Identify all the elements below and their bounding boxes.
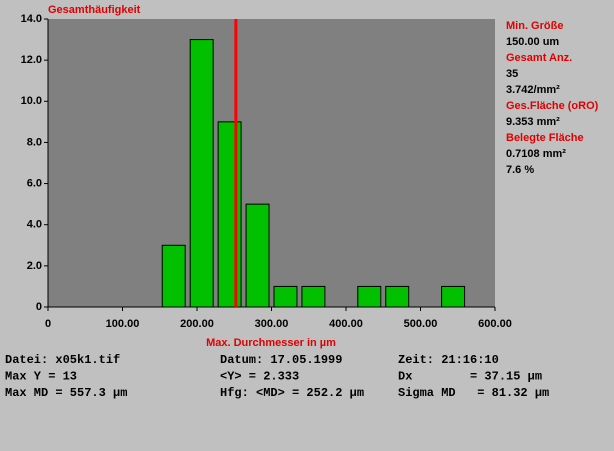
side-value: 150.00 um (506, 36, 559, 48)
x-tick-label: 100.00 (106, 318, 140, 330)
y-tick-label: 0 (36, 301, 42, 313)
bar (441, 285, 466, 308)
info-text: Dx = 37.15 µm (398, 370, 542, 384)
y-tick-label: 12.0 (21, 54, 42, 66)
side-value: 0.7108 mm² (506, 148, 566, 160)
x-tick-label: 200.00 (180, 318, 214, 330)
bar (357, 285, 382, 308)
y-tick-label: 6.0 (27, 177, 42, 189)
info-text: Datei: x05k1.tif (5, 353, 120, 367)
info-text: Max Y = 13 (5, 370, 77, 384)
info-text: Sigma MD = 81.32 µm (398, 386, 549, 400)
info-text: Max MD = 557.3 µm (5, 386, 127, 400)
bar (161, 244, 186, 308)
info-text: Hfg: <MD> = 252.2 µm (220, 386, 364, 400)
bar (385, 285, 410, 308)
x-axis-title: Max. Durchmesser in µm (206, 337, 336, 349)
y-tick-label: 2.0 (27, 260, 42, 272)
side-label: Gesamt Anz. (506, 52, 572, 64)
side-label: Belegte Fläche (506, 132, 584, 144)
bar (301, 285, 326, 308)
side-value: 3.742/mm² (506, 84, 560, 96)
bar (273, 285, 298, 308)
side-value: 7.6 % (506, 164, 534, 176)
x-tick-label: 600.00 (478, 318, 512, 330)
x-tick-label: 300.00 (255, 318, 289, 330)
info-text: Datum: 17.05.1999 (220, 353, 342, 367)
x-tick-label: 500.00 (404, 318, 438, 330)
info-text: <Y> = 2.333 (220, 370, 299, 384)
info-text: Zeit: 21:16:10 (398, 353, 499, 367)
y-tick-label: 10.0 (21, 95, 42, 107)
side-value: 35 (506, 68, 518, 80)
x-tick-label: 400.00 (329, 318, 363, 330)
y-tick-label: 14.0 (21, 13, 42, 25)
x-tick-label: 0 (45, 318, 51, 330)
side-label: Ges.Fläche (oRO) (506, 100, 599, 112)
bar (245, 203, 270, 308)
plot-area (48, 19, 495, 307)
y-tick-label: 4.0 (27, 219, 42, 231)
bar (189, 39, 214, 308)
y-tick-label: 8.0 (27, 136, 42, 148)
side-value: 9.353 mm² (506, 116, 560, 128)
y-axis-title: Gesamthäufigkeit (48, 4, 141, 16)
side-label: Min. Größe (506, 20, 563, 32)
bar (217, 121, 242, 308)
